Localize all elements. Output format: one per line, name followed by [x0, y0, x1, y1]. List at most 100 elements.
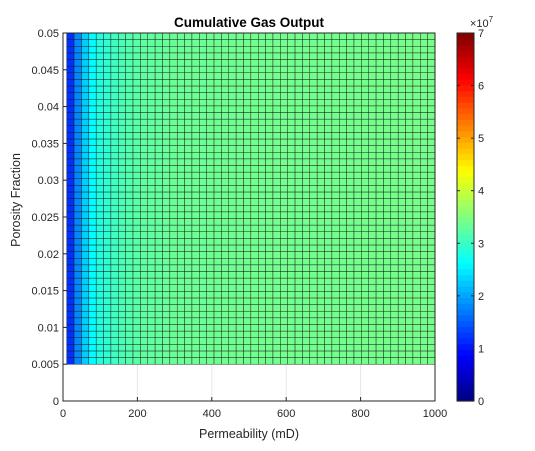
- heatmap-cell: [213, 224, 222, 232]
- heatmap-cell: [169, 218, 178, 226]
- heatmap-cell: [147, 324, 156, 332]
- heatmap-cell: [265, 310, 274, 319]
- heatmap-cell: [125, 52, 134, 60]
- heatmap-cell: [280, 46, 288, 54]
- heatmap-cell: [118, 251, 126, 259]
- heatmap-cell: [132, 52, 141, 60]
- heatmap-cell: [206, 99, 215, 107]
- heatmap-cell: [412, 85, 421, 93]
- heatmap-cell: [346, 39, 355, 47]
- heatmap-cell: [331, 39, 340, 47]
- heatmap-cell: [316, 297, 325, 305]
- heatmap-cell: [213, 105, 222, 113]
- heatmap-cell: [375, 297, 384, 305]
- heatmap-cell: [147, 218, 156, 226]
- heatmap-cell: [309, 191, 318, 199]
- heatmap-cell: [125, 85, 134, 93]
- heatmap-cell: [324, 297, 333, 305]
- heatmap-cell: [361, 112, 369, 120]
- heatmap-cell: [147, 357, 156, 365]
- heatmap-cell: [206, 211, 215, 219]
- heatmap-cell: [118, 39, 126, 47]
- heatmap-cell: [66, 297, 75, 305]
- heatmap-cell: [184, 118, 193, 126]
- heatmap-cell: [235, 72, 244, 80]
- heatmap-cell: [405, 92, 414, 100]
- heatmap-cell: [125, 238, 134, 246]
- heatmap-cell: [213, 257, 222, 266]
- heatmap-cell: [309, 310, 318, 319]
- heatmap-cell: [250, 32, 259, 40]
- heatmap-cell: [132, 251, 141, 259]
- heatmap-cell: [302, 304, 311, 312]
- heatmap-cell: [221, 99, 229, 107]
- heatmap-cell: [235, 224, 244, 232]
- heatmap-cell: [375, 105, 384, 113]
- heatmap-cell: [294, 46, 303, 54]
- heatmap-cell: [309, 72, 318, 80]
- heatmap-cell: [88, 59, 97, 67]
- heatmap-cell: [213, 244, 222, 252]
- heatmap-cell: [397, 238, 406, 246]
- heatmap-cell: [213, 277, 222, 285]
- heatmap-cell: [361, 152, 369, 160]
- heatmap-cell: [265, 257, 274, 266]
- heatmap-cell: [412, 218, 421, 226]
- heatmap-cell: [309, 105, 318, 113]
- heatmap-cell: [361, 178, 369, 186]
- heatmap-cell: [169, 297, 178, 305]
- heatmap-cell: [339, 165, 347, 173]
- heatmap-cell: [162, 317, 171, 325]
- heatmap-cell: [361, 264, 369, 272]
- heatmap-cell: [287, 32, 296, 40]
- heatmap-cell: [405, 218, 414, 226]
- heatmap-cell: [103, 39, 112, 47]
- heatmap-cell: [420, 132, 428, 140]
- heatmap-cell: [118, 178, 126, 186]
- heatmap-cell: [147, 264, 156, 272]
- heatmap-cell: [81, 291, 90, 299]
- heatmap-cell: [228, 158, 237, 166]
- heatmap-cell: [81, 224, 90, 232]
- colorbar-band: [457, 38, 474, 46]
- heatmap-cell: [213, 72, 222, 80]
- heatmap-cell: [339, 357, 347, 365]
- heatmap-cell: [331, 105, 340, 113]
- heatmap-cell: [361, 105, 369, 113]
- heatmap-cell: [346, 324, 355, 332]
- heatmap-cell: [420, 218, 428, 226]
- heatmap-cell: [383, 337, 392, 345]
- heatmap-cell: [294, 59, 303, 67]
- heatmap-cell: [258, 344, 266, 352]
- heatmap-cell: [383, 72, 392, 80]
- heatmap-cell: [66, 284, 75, 292]
- heatmap-cell: [420, 39, 428, 47]
- heatmap-cell: [162, 284, 171, 292]
- heatmap-cell: [272, 224, 281, 232]
- heatmap-cell: [125, 105, 134, 113]
- heatmap-cell: [66, 132, 75, 140]
- heatmap-cell: [95, 238, 104, 246]
- heatmap-cell: [66, 344, 75, 352]
- heatmap-cell: [169, 231, 178, 239]
- heatmap-cell: [346, 59, 355, 67]
- heatmap-cell: [412, 46, 421, 54]
- heatmap-cell: [118, 224, 126, 232]
- heatmap-cell: [280, 218, 288, 226]
- heatmap-cell: [287, 165, 296, 173]
- heatmap-cell: [140, 138, 148, 146]
- heatmap-cell: [324, 79, 333, 87]
- heatmap-cell: [243, 204, 252, 213]
- heatmap-cell: [88, 344, 97, 352]
- heatmap-cell: [339, 185, 347, 193]
- colorbar-band: [457, 245, 474, 253]
- heatmap-cell: [118, 291, 126, 299]
- heatmap-cell: [265, 211, 274, 219]
- heatmap-cell: [169, 310, 178, 319]
- heatmap-cell: [302, 204, 311, 213]
- heatmap-cell: [162, 52, 171, 60]
- heatmap-cell: [287, 277, 296, 285]
- heatmap-cell: [176, 344, 185, 352]
- heatmap-cell: [88, 304, 97, 312]
- heatmap-cell: [199, 204, 207, 213]
